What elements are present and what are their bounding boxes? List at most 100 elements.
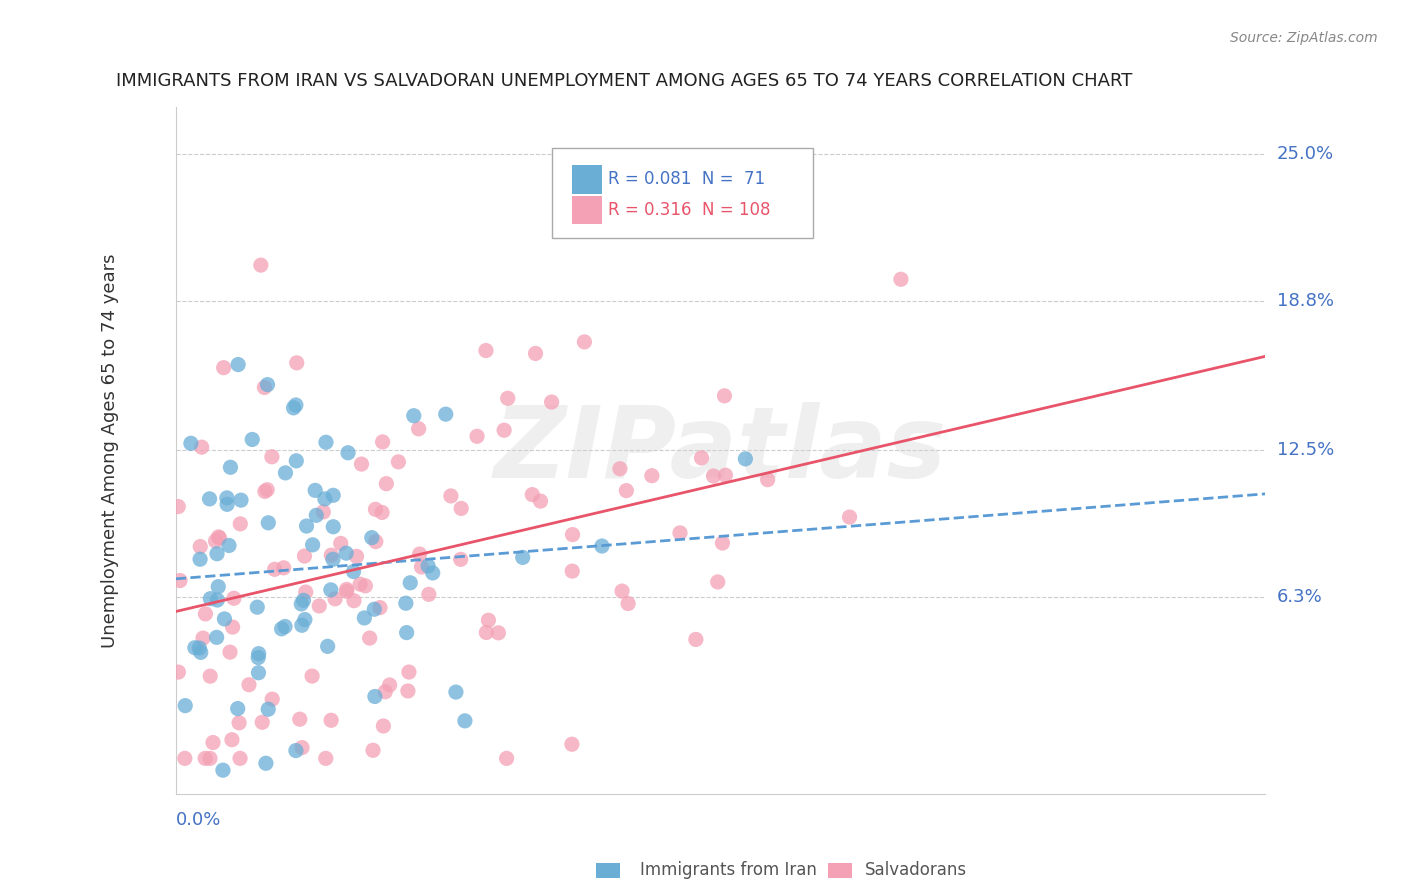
Salvadorans (529, 494, 551, 508)
Salvadorans (222, 591, 245, 606)
Immigrants from Iran (319, 582, 342, 597)
Salvadorans (294, 549, 316, 563)
Salvadorans (475, 343, 498, 358)
Salvadorans (714, 468, 737, 483)
Salvadorans (198, 669, 221, 683)
Immigrants from Iran (322, 520, 344, 534)
Immigrants from Iran (257, 702, 280, 716)
Text: R = 0.081  N =  71: R = 0.081 N = 71 (609, 170, 765, 188)
Salvadorans (368, 600, 391, 615)
Immigrants from Iran (285, 454, 308, 468)
Immigrants from Iran (294, 613, 316, 627)
Immigrants from Iran (215, 491, 238, 505)
Salvadorans (173, 751, 195, 765)
Salvadorans (346, 549, 368, 564)
Salvadorans (669, 525, 692, 540)
Immigrants from Iran (342, 565, 364, 579)
Salvadorans (398, 665, 420, 679)
Immigrants from Iran (207, 593, 229, 607)
Salvadorans (583, 186, 606, 201)
Immigrants from Iran (180, 436, 202, 450)
Salvadorans (208, 531, 231, 545)
Immigrants from Iran (395, 596, 418, 610)
Salvadorans (838, 510, 860, 524)
Salvadorans (496, 392, 519, 406)
Salvadorans (229, 516, 252, 531)
Salvadorans (371, 506, 394, 520)
Salvadorans (315, 751, 337, 765)
Salvadorans (321, 548, 343, 562)
Salvadorans (361, 743, 384, 757)
Immigrants from Iran (226, 701, 249, 715)
Immigrants from Iran (226, 358, 249, 372)
Salvadorans (475, 625, 498, 640)
Immigrants from Iran (454, 714, 477, 728)
Salvadorans (188, 540, 211, 554)
Text: ZIPatlas: ZIPatlas (494, 402, 948, 499)
Salvadorans (375, 476, 398, 491)
Salvadorans (219, 645, 242, 659)
Salvadorans (524, 346, 547, 360)
Salvadorans (450, 552, 472, 566)
Immigrants from Iran (207, 580, 229, 594)
Salvadorans (610, 584, 633, 599)
Salvadorans (238, 678, 260, 692)
Salvadorans (495, 751, 517, 765)
Salvadorans (685, 632, 707, 647)
Immigrants from Iran (315, 435, 337, 450)
Immigrants from Iran (434, 407, 457, 421)
Salvadorans (343, 593, 366, 607)
Salvadorans (329, 536, 352, 550)
Salvadorans (411, 560, 433, 574)
Salvadorans (440, 489, 463, 503)
Immigrants from Iran (200, 591, 222, 606)
Immigrants from Iran (274, 619, 297, 633)
Immigrants from Iran (198, 491, 221, 506)
Salvadorans (252, 715, 274, 730)
Immigrants from Iran (190, 645, 212, 659)
Text: R = 0.316  N = 108: R = 0.316 N = 108 (609, 201, 770, 219)
Immigrants from Iran (363, 602, 385, 616)
Immigrants from Iran (290, 597, 312, 611)
Immigrants from Iran (444, 685, 467, 699)
Salvadorans (641, 468, 664, 483)
Immigrants from Iran (256, 377, 278, 392)
Salvadorans (256, 483, 278, 497)
Salvadorans (288, 712, 311, 726)
Salvadorans (291, 740, 314, 755)
Salvadorans (263, 562, 285, 576)
Text: 18.8%: 18.8% (1277, 293, 1333, 310)
Immigrants from Iran (247, 665, 270, 680)
Salvadorans (450, 501, 472, 516)
Text: IMMIGRANTS FROM IRAN VS SALVADORAN UNEMPLOYMENT AMONG AGES 65 TO 74 YEARS CORREL: IMMIGRANTS FROM IRAN VS SALVADORAN UNEMP… (115, 72, 1132, 90)
Immigrants from Iran (353, 611, 375, 625)
Immigrants from Iran (337, 446, 360, 460)
Salvadorans (354, 579, 377, 593)
Immigrants from Iran (174, 698, 197, 713)
Salvadorans (616, 182, 638, 196)
Text: Unemployment Among Ages 65 to 74 years: Unemployment Among Ages 65 to 74 years (101, 253, 120, 648)
Salvadorans (198, 751, 221, 765)
Salvadorans (408, 547, 430, 561)
Salvadorans (465, 429, 488, 443)
Salvadorans (336, 584, 359, 599)
Immigrants from Iran (254, 756, 277, 771)
Text: 12.5%: 12.5% (1277, 442, 1334, 459)
Immigrants from Iran (284, 398, 307, 412)
Immigrants from Iran (591, 539, 613, 553)
Salvadorans (191, 631, 214, 645)
Immigrants from Iran (322, 488, 344, 502)
Salvadorans (201, 735, 224, 749)
Salvadorans (250, 258, 273, 272)
Text: 0.0%: 0.0% (176, 811, 221, 829)
Salvadorans (321, 713, 343, 727)
Salvadorans (253, 380, 276, 394)
Immigrants from Iran (335, 546, 357, 560)
Text: 25.0%: 25.0% (1277, 145, 1334, 163)
Salvadorans (373, 719, 395, 733)
Salvadorans (204, 533, 226, 548)
Salvadorans (273, 561, 295, 575)
Salvadorans (522, 488, 544, 502)
Immigrants from Iran (229, 493, 252, 508)
Immigrants from Iran (205, 631, 228, 645)
